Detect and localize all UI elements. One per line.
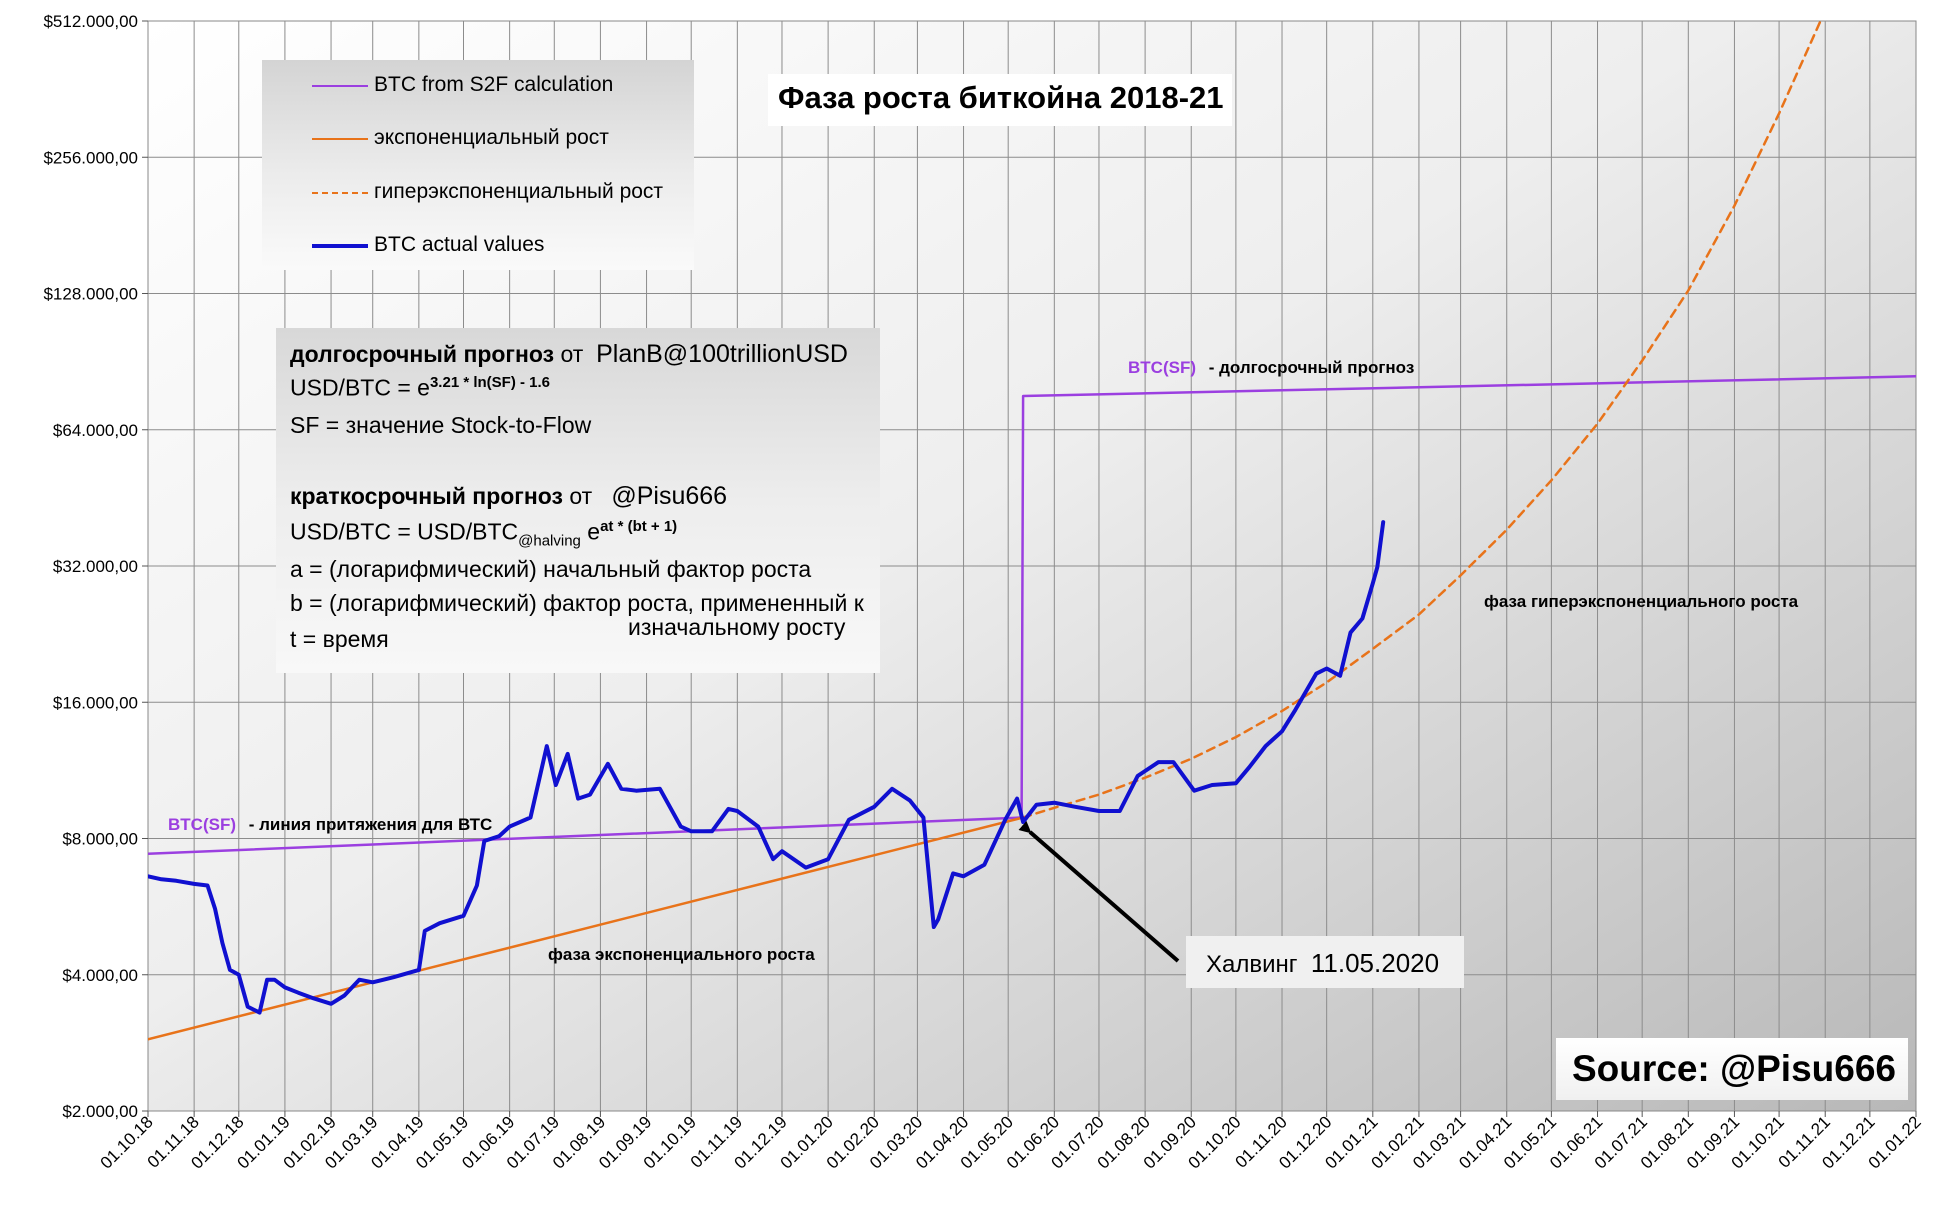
source-label: Source: @Pisu666 — [1572, 1048, 1896, 1089]
y-tick-label: $32.000,00 — [53, 557, 138, 576]
formula-b-definition: b = (логарифмический) фактор роста, прим… — [290, 590, 864, 616]
legend-item-hyper: гиперэкспоненциальный рост — [262, 178, 692, 208]
series-s2f-line — [148, 375, 1916, 856]
y-tick-label: $64.000,00 — [53, 421, 138, 440]
legend-label-actual: BTC actual values — [374, 233, 545, 256]
legend-swatch-actual — [312, 244, 368, 248]
legend-swatch-hyper — [312, 192, 368, 194]
legend-swatch-exp — [312, 138, 368, 140]
annotations: BTC(SF) - долгосрочный прогноз BTC(SF) -… — [168, 358, 1799, 964]
chart-title: Фаза роста биткойна 2018-21 — [778, 80, 1224, 115]
legend-label-exp: экспоненциальный рост — [374, 126, 609, 149]
formula-long-heading: долгосрочный прогноз от PlanB@100trillio… — [290, 340, 848, 368]
y-axis: $2.000,00 $4.000,00 $8.000,00 $16.000,00 $32… — [43, 12, 148, 1121]
halving-arrow — [1018, 820, 1180, 963]
formula-long-equation: USD/BTC = e3.21 * ln(SF) - 1.6 — [290, 374, 551, 401]
x-axis: 01.10.1801.11.1801.12.1801.01.1901.02.19… — [97, 1111, 1925, 1173]
series-exponential-line — [148, 816, 1025, 1041]
y-tick-label: $128.000,00 — [43, 285, 138, 304]
formula-short-heading: краткосрочный прогноз от @Pisu666 — [290, 482, 728, 510]
formula-b-definition-cont: изначальному росту — [628, 614, 846, 640]
halving-label: Халвинг 11.05.2020 — [1206, 948, 1440, 978]
legend-label-s2f: BTC from S2F calculation — [374, 73, 614, 96]
y-tick-label: $2.000,00 — [62, 1102, 138, 1121]
annotation-hyper-phase: фаза гиперэкспоненциального роста — [1484, 592, 1799, 611]
formula-sf-definition: SF = значение Stock-to-Flow — [290, 412, 592, 438]
chart-title-box: Фаза роста биткойна 2018-21 — [768, 74, 1232, 126]
annotation-sf-long: BTC(SF) - долгосрочный прогноз — [1128, 358, 1414, 377]
series-hyperexponential-line — [1021, 21, 1822, 819]
y-tick-label: $256.000,00 — [43, 148, 138, 167]
y-tick-label: $4.000,00 — [62, 966, 138, 985]
legend-item-actual: BTC actual values — [262, 231, 692, 261]
annotation-sf-attraction: BTC(SF) - линия притяжения для ВТС — [168, 815, 492, 834]
series-layer — [148, 21, 1916, 1041]
formula-a-definition: a = (логарифмический) начальный фактор р… — [290, 556, 812, 582]
legend-label-hyper: гиперэкспоненциальный рост — [374, 180, 664, 203]
formula-box: долгосрочный прогноз от PlanB@100trillio… — [276, 328, 880, 673]
formula-t-definition: t = время — [290, 626, 389, 652]
y-tick-label: $512.000,00 — [43, 12, 138, 31]
annotation-exp-phase: фаза экспоненциального роста — [548, 945, 815, 964]
formula-short-equation: USD/BTC = USD/BTC@halving eat * (bt + 1) — [290, 518, 678, 550]
legend: BTC from S2F calculation экспоненциальны… — [262, 60, 694, 270]
series-btc-actual-line — [148, 520, 1386, 1015]
y-tick-label: $16.000,00 — [53, 693, 138, 712]
halving-callout: Халвинг 11.05.2020 — [1186, 936, 1464, 988]
legend-item-s2f: BTC from S2F calculation — [262, 71, 692, 101]
source-box: Source: @Pisu666 — [1556, 1038, 1908, 1100]
legend-swatch-s2f — [312, 85, 368, 87]
y-tick-label: $8.000,00 — [62, 830, 138, 849]
legend-item-exp: экспоненциальный рост — [262, 124, 692, 154]
